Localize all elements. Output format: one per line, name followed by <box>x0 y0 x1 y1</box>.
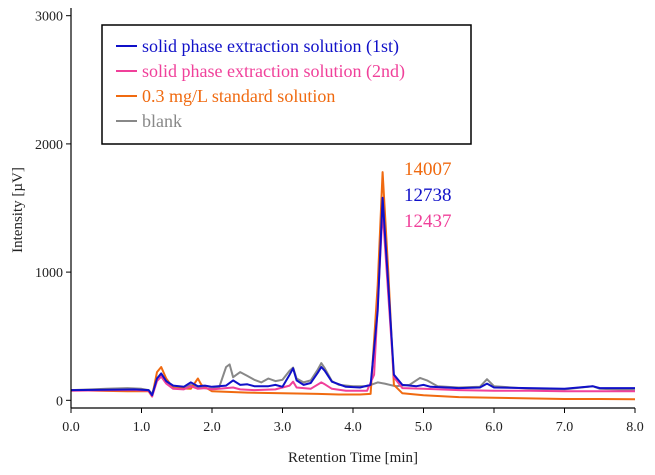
x-tick-label: 3.0 <box>274 420 292 435</box>
x-tick-label: 8.0 <box>626 420 644 435</box>
x-tick-label: 5.0 <box>415 420 433 435</box>
x-tick-label: 7.0 <box>556 420 574 435</box>
legend-label: solid phase extraction solution (2nd) <box>142 61 405 82</box>
y-tick-label: 0 <box>56 394 63 409</box>
x-tick-label: 1.0 <box>133 420 151 435</box>
peak-area-label: 12738 <box>404 185 452 206</box>
peak-area-label: 14007 <box>404 159 452 180</box>
legend-box <box>101 24 472 145</box>
plot-lines <box>70 171 636 401</box>
legend-label: 0.3 mg/L standard solution <box>142 86 335 106</box>
series-line-2 <box>70 171 636 401</box>
ticks: 0.0 1.0 2.0 3.0 4.0 5.0 6.0 7.0 8.0 0 1000 2000 3000 <box>35 10 644 435</box>
x-tick-label: 6.0 <box>485 420 503 435</box>
peak-area-annotations: 14007 12738 12437 <box>404 159 452 232</box>
y-axis-title: Intensity [µV] <box>10 167 26 253</box>
legend-label: solid phase extraction solution (1st) <box>142 36 399 57</box>
x-tick-label: 4.0 <box>344 420 362 435</box>
legend: solid phase extraction solution (1st) sol… <box>101 24 472 145</box>
x-axis-title: Retention Time [min] <box>288 450 418 466</box>
legend-label: blank <box>142 111 182 131</box>
y-tick-label: 1000 <box>35 266 63 281</box>
peak-area-label: 12437 <box>404 211 452 232</box>
series-line-1 <box>70 209 635 398</box>
series-line-0 <box>70 196 635 397</box>
x-tick-label: 2.0 <box>203 420 221 435</box>
y-tick-label: 2000 <box>35 138 63 153</box>
y-tick-label: 3000 <box>35 10 63 25</box>
x-tick-label: 0.0 <box>62 420 80 435</box>
